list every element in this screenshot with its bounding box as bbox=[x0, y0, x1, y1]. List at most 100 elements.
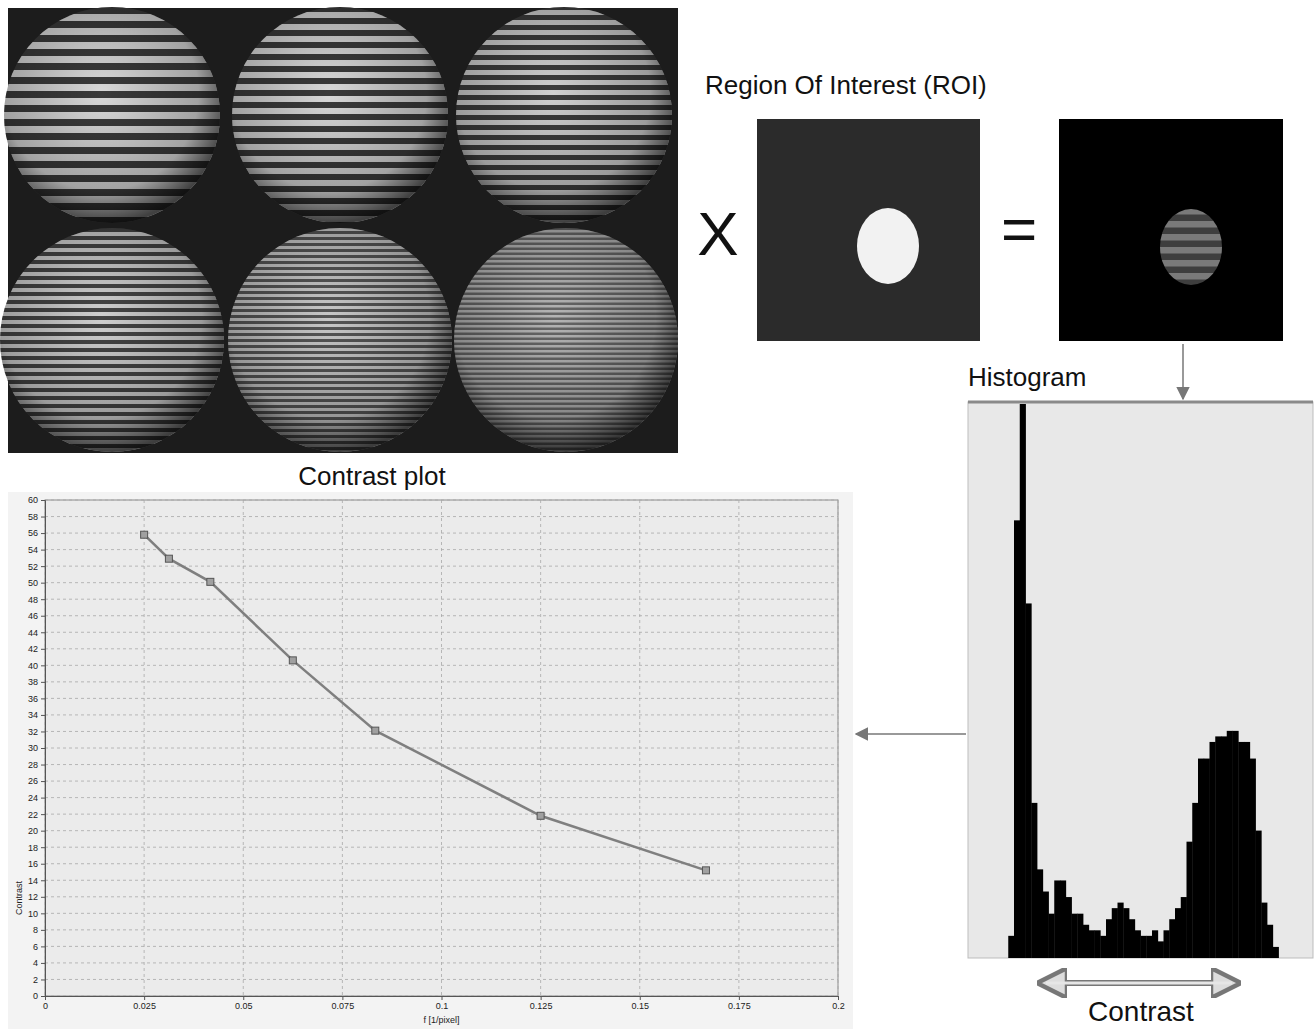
tick-mark bbox=[41, 665, 45, 666]
histogram-bar bbox=[1014, 520, 1020, 958]
tick-label: 36 bbox=[28, 694, 38, 704]
tick-mark bbox=[41, 765, 45, 766]
grid-line bbox=[45, 698, 838, 699]
tick-mark bbox=[41, 814, 45, 815]
histogram-bars bbox=[1008, 404, 1279, 958]
grid-line bbox=[45, 863, 838, 864]
fringe-sphere bbox=[456, 7, 672, 223]
grid-line bbox=[45, 946, 838, 947]
range-arrow bbox=[1040, 980, 1238, 986]
fringe-sphere bbox=[232, 7, 448, 223]
tick-mark bbox=[41, 682, 45, 683]
histogram-bar bbox=[1158, 941, 1164, 958]
tick-mark bbox=[442, 996, 443, 1000]
axis-line bbox=[41, 501, 46, 997]
y-tick: 38 bbox=[28, 677, 45, 687]
grid-line bbox=[45, 681, 838, 682]
y-tick: 36 bbox=[28, 694, 45, 704]
range-arrow-fill bbox=[1046, 982, 1232, 985]
roi-title: Region Of Interest (ROI) bbox=[705, 70, 987, 100]
y-tick: 26 bbox=[28, 776, 45, 786]
grid-line bbox=[45, 896, 838, 897]
x-tick: 0.1 bbox=[436, 996, 449, 1011]
y-tick: 10 bbox=[28, 909, 45, 919]
histogram-bar bbox=[1198, 759, 1204, 958]
tick-mark bbox=[41, 632, 45, 633]
x-tick: 0.075 bbox=[332, 996, 355, 1011]
grid-line bbox=[45, 962, 838, 963]
histogram-bar bbox=[1026, 603, 1032, 958]
histogram-bar bbox=[1181, 897, 1187, 958]
y-tick: 56 bbox=[28, 528, 45, 538]
tick-label: 28 bbox=[28, 760, 38, 770]
grid-line bbox=[45, 632, 838, 633]
y-tick: 52 bbox=[28, 562, 45, 572]
grid-line bbox=[45, 880, 838, 881]
tick-label: 0 bbox=[43, 1001, 48, 1011]
histogram-bar bbox=[1187, 842, 1193, 958]
flow-arrow bbox=[1182, 344, 1184, 399]
tick-label: 40 bbox=[28, 661, 38, 671]
y-tick: 18 bbox=[28, 843, 45, 853]
grid-line bbox=[45, 566, 838, 567]
histogram-bar bbox=[1192, 803, 1198, 958]
data-point bbox=[141, 531, 148, 538]
tick-mark bbox=[41, 533, 45, 534]
tick-mark bbox=[41, 517, 45, 518]
chart-title: Contrast plot bbox=[298, 461, 446, 491]
data-point bbox=[289, 657, 296, 664]
tick-mark bbox=[41, 781, 45, 782]
grid-line bbox=[738, 500, 739, 996]
tick-label: 46 bbox=[28, 611, 38, 621]
tick-mark bbox=[41, 500, 45, 501]
axis-title: Contrast bbox=[14, 880, 24, 915]
histogram-bar bbox=[1152, 930, 1158, 958]
tick-label: 0 bbox=[33, 991, 38, 1001]
histogram-bar bbox=[1244, 742, 1250, 958]
histogram-bar bbox=[1049, 914, 1055, 958]
grid-line bbox=[45, 533, 838, 534]
fringe-sphere bbox=[228, 228, 452, 452]
tick-mark bbox=[41, 550, 45, 551]
y-tick: 0 bbox=[33, 991, 45, 1001]
histogram-bar bbox=[1123, 908, 1129, 958]
tick-label: 38 bbox=[28, 677, 38, 687]
tick-label: 0.2 bbox=[832, 1001, 845, 1011]
grid bbox=[45, 500, 838, 996]
histogram-bar bbox=[1031, 803, 1037, 958]
tick-label: 44 bbox=[28, 628, 38, 638]
y-tick: 30 bbox=[28, 743, 45, 753]
tick-label: 22 bbox=[28, 810, 38, 820]
histogram-bar bbox=[1118, 903, 1124, 958]
chart-panel bbox=[8, 492, 853, 1029]
tick-mark bbox=[342, 996, 343, 1000]
histogram-bar bbox=[1267, 925, 1273, 958]
histogram-bar bbox=[1261, 903, 1267, 958]
histogram-bar bbox=[1037, 869, 1043, 958]
data-point bbox=[702, 867, 709, 874]
tick-mark bbox=[41, 831, 45, 832]
x-tick: 0.025 bbox=[133, 996, 156, 1011]
roi-image bbox=[757, 119, 980, 341]
tick-mark bbox=[41, 864, 45, 865]
histogram-bar bbox=[1135, 930, 1141, 958]
y-tick: 34 bbox=[28, 710, 45, 720]
grid-line bbox=[45, 549, 838, 550]
grid-line bbox=[45, 814, 838, 815]
data-point bbox=[207, 578, 214, 585]
x-tick: 0.125 bbox=[530, 996, 553, 1011]
sphere-shading bbox=[228, 228, 452, 452]
histogram-bar bbox=[1129, 919, 1135, 958]
histogram-bar bbox=[1112, 908, 1118, 958]
tick-mark bbox=[739, 996, 740, 1000]
histogram-bar bbox=[1072, 914, 1078, 958]
histogram-bar bbox=[1215, 736, 1221, 958]
grid-line bbox=[45, 913, 838, 914]
histogram-bar bbox=[1141, 936, 1147, 958]
operator: = bbox=[1001, 194, 1037, 263]
grid-line bbox=[45, 648, 838, 649]
tick-label: 52 bbox=[28, 562, 38, 572]
histogram-bar bbox=[1273, 947, 1279, 958]
masked-fringes bbox=[1160, 209, 1222, 285]
histogram-bar bbox=[1106, 919, 1112, 958]
